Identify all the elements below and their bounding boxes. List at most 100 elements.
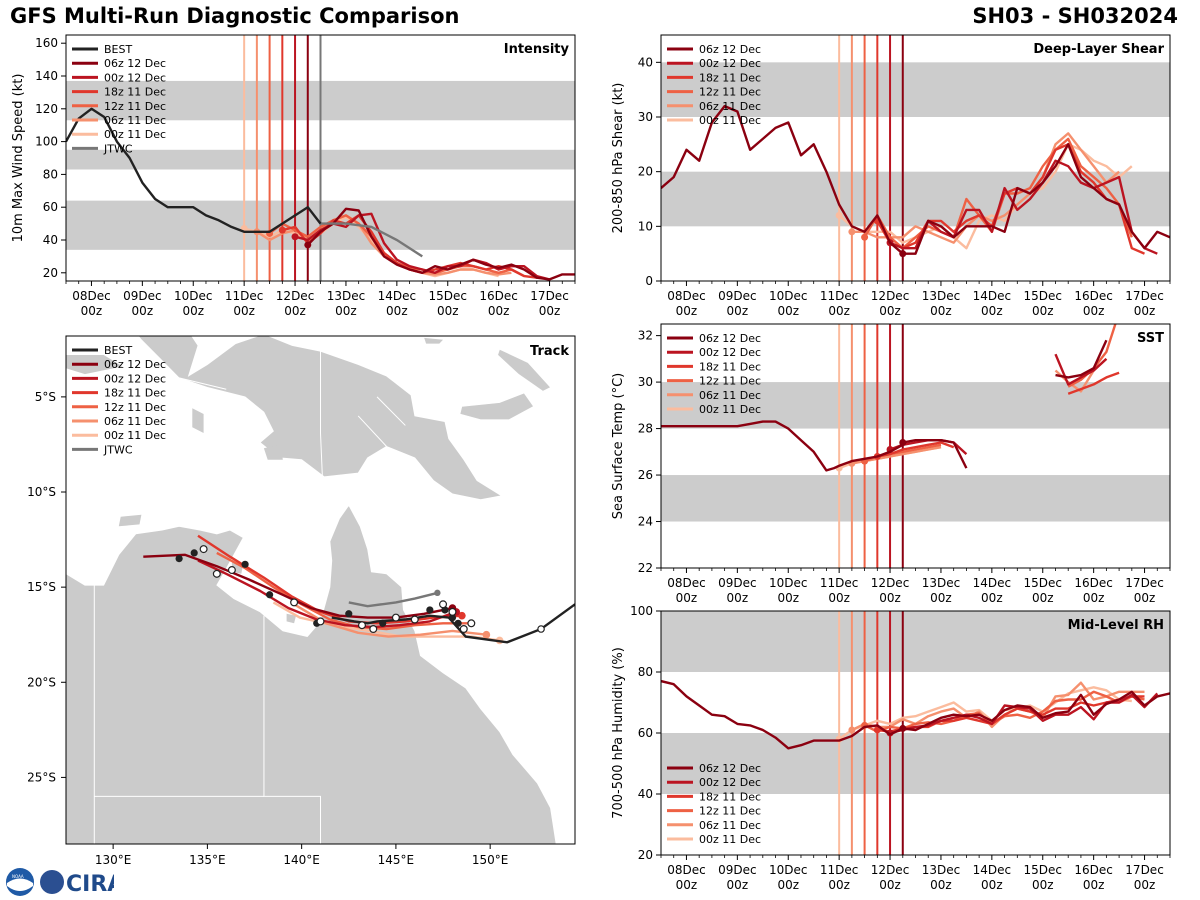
track-panel: 130°E 135°E 140°E 145°E 150°E 5°S 10°S 15°S 20°S… (27, 335, 576, 867)
sst-xtick-label-hour-4: 00z (879, 591, 901, 605)
track-series-start-4 (482, 630, 491, 639)
rh-panel: 08Dec00z09Dec00z10Dec00z11Dec00z12Dec00z… (611, 604, 1171, 892)
intensity-xtick-label-hour-3: 00z (233, 304, 255, 318)
intensity-plot-area (66, 35, 575, 281)
shear-title: Deep-Layer Shear (1033, 42, 1164, 57)
intensity-xtick-label-hour-4: 00z (284, 304, 306, 318)
intensity-xtick-label-day-1: 09Dec (123, 289, 162, 303)
legend-label-3-0: 06z 12 Dec (699, 762, 761, 775)
map-land-melville (118, 514, 142, 527)
sst-ytick-label-2: 26 (638, 468, 653, 482)
track-best-point (448, 613, 457, 622)
shear-xtick-label-hour-2: 00z (777, 304, 799, 318)
rh-xtick-label-hour-4: 00z (879, 878, 901, 892)
intensity-xtick-label-day-2: 10Dec (174, 289, 213, 303)
cira-logo-text: CIRA (66, 872, 114, 897)
intensity-xtick-label-hour-6: 00z (386, 304, 408, 318)
sst-plot-area (661, 324, 1170, 568)
rh-ytick-label-1: 40 (638, 787, 653, 801)
shear-ylabel: 200-850 hPa Shear (kt) (611, 83, 626, 234)
map-land-mornington (286, 613, 296, 624)
intensity-xtick-label-day-6: 14Dec (378, 289, 417, 303)
sst-xtick-label-hour-2: 00z (777, 591, 799, 605)
sst-series-0 (902, 339, 1108, 469)
sst-xtick-label-hour-5: 00z (930, 591, 952, 605)
rh-ytick-label-4: 100 (630, 604, 653, 618)
legend-label-1-1: 00z 12 Dec (699, 57, 761, 70)
sst-xtick-label-day-1: 09Dec (718, 576, 757, 590)
intensity-series-start-1 (291, 233, 299, 241)
sst-ytick-label-1: 24 (638, 515, 653, 529)
intensity-title: Intensity (504, 42, 570, 57)
rh-band-1 (661, 611, 1170, 672)
shear-xtick-label-hour-4: 00z (879, 304, 901, 318)
legend-label-0-7: JTWC (103, 142, 133, 155)
track-forecast-point (467, 619, 476, 628)
rh-series-3 (864, 690, 1145, 733)
sst-xtick-label-hour-0: 00z (676, 591, 698, 605)
track-jtwc-point (434, 589, 441, 597)
rh-series-0 (902, 690, 1170, 732)
legend-label-4-5: 06z 11 Dec (104, 415, 166, 428)
rh-series-start-4 (848, 726, 856, 734)
sst-ytick-label-0: 22 (638, 561, 653, 575)
intensity-series-0 (306, 207, 575, 281)
legend-label-3-4: 06z 11 Dec (699, 819, 761, 832)
sst-xtick-label-hour-3: 00z (828, 591, 850, 605)
map-border-png-indonesia (320, 351, 323, 477)
shear-xtick-label-hour-6: 00z (981, 304, 1003, 318)
shear-best-series (661, 104, 904, 255)
sst-ytick-label-3: 28 (638, 422, 653, 436)
legend-label-1-4: 06z 11 Dec (699, 100, 761, 113)
track-map-area (66, 336, 575, 844)
legend-label-1-3: 12z 11 Dec (699, 86, 761, 99)
sst-xtick-label-day-6: 14Dec (973, 576, 1012, 590)
track-best-point (454, 619, 462, 627)
sst-ytick-label-5: 32 (638, 329, 653, 343)
sst-xtick-label-day-4: 12Dec (871, 576, 910, 590)
track-best-point (241, 560, 249, 568)
legend-label-4-2: 00z 12 Dec (104, 372, 166, 385)
shear-ytick-label-4: 40 (638, 55, 653, 69)
rh-xtick-label-day-2: 10Dec (769, 863, 808, 877)
legend-label-0-1: 06z 12 Dec (104, 57, 166, 70)
intensity-xtick-label-hour-7: 00z (437, 304, 459, 318)
intensity-ytick-label-0: 20 (43, 266, 58, 280)
shear-band-0 (661, 171, 1170, 227)
storm-id: SH03 - SH032024 (972, 4, 1178, 28)
sst-xtick-label-day-5: 13Dec (922, 576, 961, 590)
intensity-series-start-0 (304, 241, 312, 249)
rh-xtick-label-day-0: 08Dec (667, 863, 706, 877)
intensity-xtick-label-day-3: 11Dec (225, 289, 264, 303)
intensity-ytick-label-2: 60 (43, 200, 58, 214)
map-land-aru (192, 408, 204, 433)
cira-globe-icon (40, 870, 64, 894)
rh-xtick-label-day-3: 11Dec (820, 863, 859, 877)
rh-band-0 (661, 733, 1170, 794)
track-forecast-point (410, 615, 419, 624)
sst-xtick-label-day-9: 17Dec (1125, 576, 1164, 590)
intensity-ytick-label-6: 140 (35, 69, 58, 83)
legend-label-3-5: 00z 11 Dec (699, 833, 761, 846)
noaa-wave-icon (7, 878, 33, 891)
track-series-4 (293, 603, 487, 638)
rh-xtick-label-hour-8: 00z (1083, 878, 1105, 892)
map-land-kolepom (263, 444, 283, 460)
legend-label-3-2: 18z 11 Dec (699, 790, 761, 803)
rh-title: Mid-Level RH (1068, 618, 1164, 633)
intensity-ytick-label-4: 100 (35, 135, 58, 149)
track-series-start-2 (458, 611, 466, 620)
legend-label-0-2: 00z 12 Dec (104, 71, 166, 84)
shear-series-4 (851, 132, 1120, 244)
shear-xtick-label-day-9: 17Dec (1125, 289, 1164, 303)
map-border-nt-qld (263, 615, 321, 844)
sst-series-start-0 (899, 439, 907, 447)
sst-xtick-label-day-0: 08Dec (667, 576, 706, 590)
sst-xtick-label-day-8: 16Dec (1074, 576, 1113, 590)
intensity-xtick-label-hour-9: 00z (539, 304, 561, 318)
rh-xtick-label-hour-7: 00z (1032, 878, 1054, 892)
rh-xtick-label-day-7: 15Dec (1024, 863, 1063, 877)
intensity-ytick-label-7: 160 (35, 36, 58, 50)
